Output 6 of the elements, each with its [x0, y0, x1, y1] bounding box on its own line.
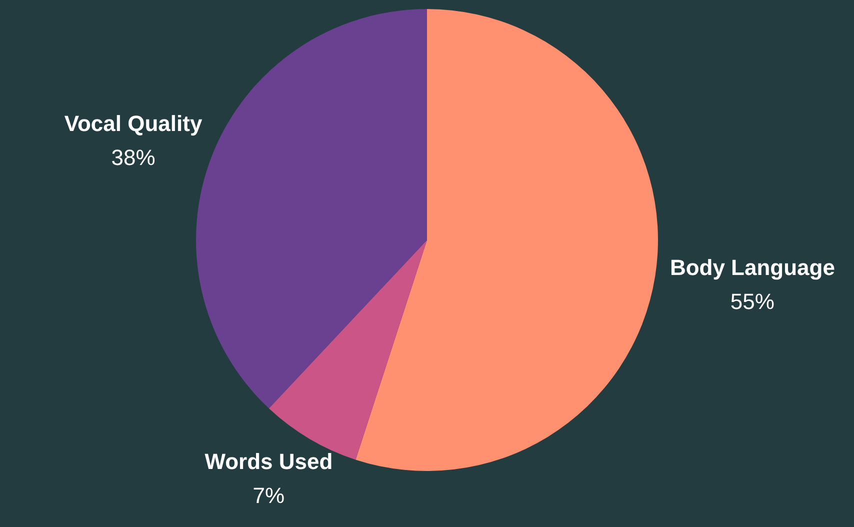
slice-label: Body Language [670, 255, 835, 280]
slice-label: Words Used [204, 448, 333, 474]
data-label: 38% [111, 144, 156, 170]
slice-label: Vocal Quality [64, 110, 203, 136]
data-label: 7% [252, 482, 285, 508]
data-label: 55% [730, 289, 774, 314]
